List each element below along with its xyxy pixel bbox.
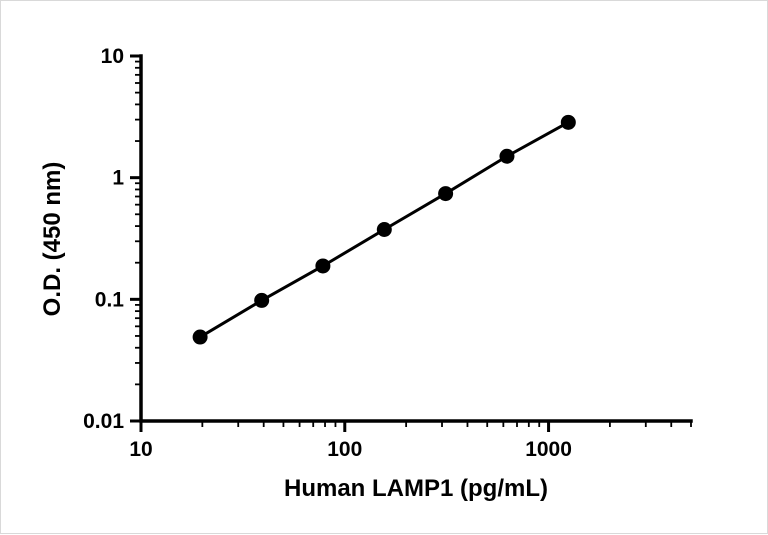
data-point	[560, 114, 576, 130]
data-point	[499, 148, 515, 164]
y-axis-title: O.D. (450 nm)	[39, 161, 66, 317]
x-axis-title: Human LAMP1 (pg/mL)	[284, 475, 548, 502]
x-tick-label: 100	[327, 438, 362, 461]
data-point	[376, 221, 392, 237]
y-tick-label: 0.01	[83, 410, 124, 433]
y-tick-label: 10	[101, 45, 124, 68]
x-tick-label: 1000	[525, 438, 572, 461]
y-tick-label: 0.1	[95, 288, 125, 311]
data-point	[315, 258, 331, 274]
x-tick-label: 10	[129, 438, 152, 461]
y-tick-label: 1	[112, 167, 124, 190]
data-point	[192, 329, 208, 345]
data-point	[438, 186, 454, 202]
axis-spines	[139, 54, 693, 423]
data-point	[254, 292, 270, 308]
